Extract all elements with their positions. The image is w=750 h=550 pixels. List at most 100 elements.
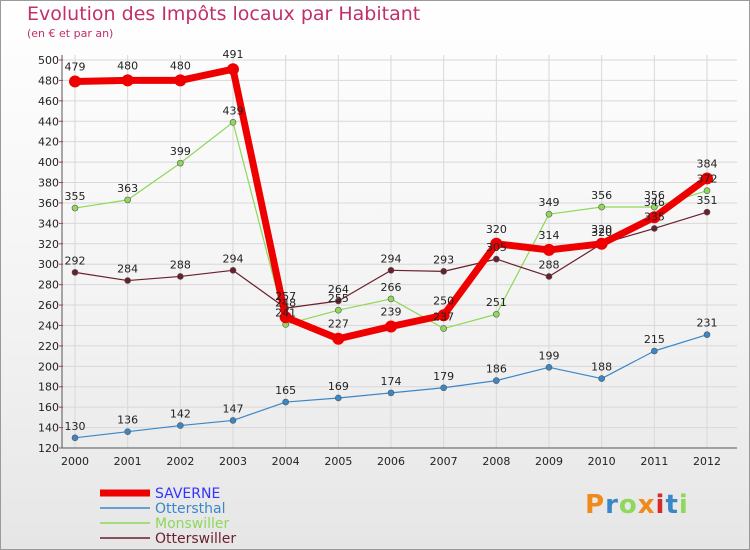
point-ottersthal [493,377,500,384]
point-monswiller [387,295,395,303]
point-monswiller [124,196,131,204]
y-tick-label: 220 [38,340,59,353]
point-saverne [385,320,397,333]
series-monswiller [71,118,711,332]
y-tick-label: 440 [38,115,59,128]
point-monswiller [440,325,447,332]
point-ottersthal [229,417,237,424]
y-tick-label: 320 [38,238,59,251]
y-tick-label: 360 [38,197,59,210]
data-label-saverne: 248 [275,296,296,309]
y-tick-label: 200 [38,360,59,373]
data-label-saverne: 250 [433,294,454,307]
x-tick-label: 2006 [377,455,405,468]
legend-label-saverne: SAVERNE [155,486,220,502]
x-tick-label: 2007 [430,455,458,468]
data-label-otterswiller: 284 [117,263,138,276]
y-tick-label: 380 [38,177,59,190]
point-otterswiller [335,297,342,305]
data-label-saverne: 320 [486,223,507,236]
point-monswiller [598,203,605,211]
proxiti-logo: Proxiti [585,490,689,520]
point-monswiller [493,310,500,318]
y-tick-label: 300 [38,258,59,271]
x-tick-label: 2005 [324,455,352,468]
x-tick-label: 2001 [114,455,142,468]
point-monswiller [651,203,658,211]
data-label-ottersthal: 147 [223,402,244,415]
point-ottersthal [598,375,605,382]
point-ottersthal [177,422,184,429]
series-layer [69,63,713,442]
point-saverne [701,172,713,185]
x-tick-label: 2002 [166,455,194,468]
point-ottersthal [387,389,395,397]
point-ottersthal [71,434,79,442]
point-otterswiller [545,273,553,280]
point-saverne [437,309,450,322]
logo-letter: i [655,490,666,520]
data-label-otterswiller: 293 [433,253,454,266]
point-ottersthal [335,394,342,402]
data-label-saverne: 480 [170,59,191,72]
logo-letter: P [585,490,606,520]
data-label-saverne: 384 [697,157,718,170]
point-saverne [332,332,345,345]
data-label-monswiller: 356 [591,189,612,202]
x-tick-label: 2011 [640,455,668,468]
y-tick-label: 460 [38,95,59,108]
x-tick-label: 2012 [693,455,721,468]
data-label-ottersthal: 169 [328,380,349,393]
point-saverne [648,211,661,224]
point-saverne [279,311,292,324]
data-label-otterswiller: 288 [170,258,191,271]
y-tick-label: 420 [38,136,59,149]
point-monswiller [703,187,711,194]
point-saverne [174,74,187,87]
series-saverne [69,63,713,345]
data-label-ottersthal: 130 [65,420,86,433]
x-tick-label: 2000 [61,455,89,468]
data-label-monswiller: 356 [644,189,665,202]
point-ottersthal [124,428,131,435]
data-label-otterswiller: 288 [539,258,560,271]
data-label-monswiller: 241 [275,306,296,319]
chart-subtitle: (en € et par an) [27,27,114,40]
y-tick-label: 180 [38,381,59,394]
logo-letter: x [637,490,656,520]
data-label-otterswiller: 305 [486,241,507,254]
point-otterswiller [177,273,184,280]
x-tick-label: 2008 [482,455,510,468]
data-label-monswiller: 251 [486,296,507,309]
data-labels: 130 136 142 147 165 169 174 179 186 199 188 215 231 3… [65,48,718,433]
point-otterswiller [651,225,658,232]
y-tick-label: 160 [38,401,59,414]
y-tick-label: 260 [38,299,59,312]
data-label-monswiller: 439 [223,104,244,117]
data-label-otterswiller: 335 [644,210,665,223]
data-label-ottersthal: 188 [591,361,612,374]
data-label-ottersthal: 174 [381,375,402,388]
logo-letter: i [678,490,689,520]
point-saverne [595,237,608,250]
data-label-saverne: 479 [65,60,86,73]
data-label-saverne: 320 [591,223,612,236]
point-monswiller [177,159,184,167]
legend-label-ottersthal: Ottersthal [155,501,226,517]
logo-letter: r [605,490,619,520]
point-saverne [490,237,503,250]
x-tick-label: 2004 [272,455,300,468]
y-tick-label: 340 [38,217,59,230]
data-label-saverne: 314 [539,229,560,242]
point-otterswiller [71,269,79,276]
point-otterswiller [440,268,447,275]
data-label-otterswiller: 257 [275,290,296,303]
legend-label-otterswiller: Otterswiller [155,531,236,547]
y-tick-label: 120 [38,442,59,455]
point-otterswiller [229,267,237,274]
point-saverne [227,63,239,76]
point-monswiller [545,210,553,218]
